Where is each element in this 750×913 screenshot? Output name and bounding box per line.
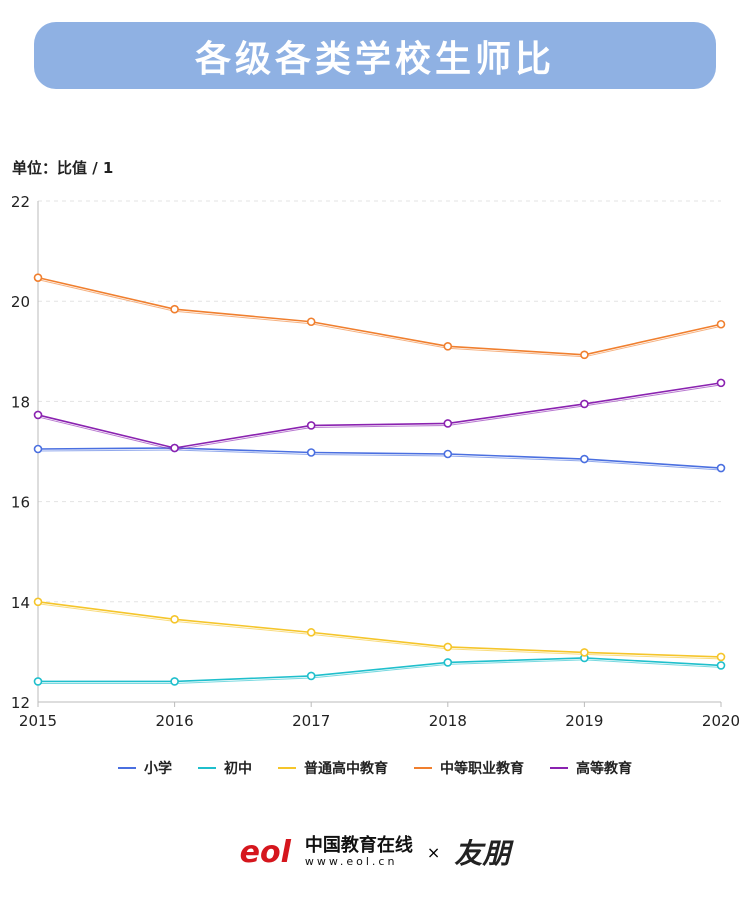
- series-line-sketch: [37, 449, 722, 471]
- y-tick-label: 18: [11, 393, 30, 411]
- data-point: [580, 350, 589, 360]
- data-point: [716, 319, 726, 329]
- legend-swatch: [414, 767, 432, 769]
- legend-item: 初中: [198, 758, 252, 778]
- x-tick-label: 2019: [565, 712, 603, 730]
- data-point: [170, 304, 179, 314]
- legend-item: 小学: [118, 758, 172, 778]
- y-tick-label: 16: [11, 494, 30, 512]
- data-point: [306, 448, 316, 457]
- site-name: 中国教育在线: [304, 835, 413, 857]
- legend-label: 高等教育: [576, 761, 632, 777]
- series-line-sketch: [37, 603, 722, 660]
- series-line-sketch: [37, 279, 722, 358]
- data-point: [443, 419, 453, 428]
- data-point: [33, 677, 43, 686]
- chart-title: 各级各类学校生师比: [194, 38, 555, 80]
- x-tick-label: 2017: [292, 712, 330, 730]
- data-point: [443, 642, 453, 652]
- x-tick-label: 2015: [19, 712, 57, 730]
- data-point: [443, 658, 453, 667]
- y-tick-label: 22: [11, 193, 30, 211]
- data-point: [580, 648, 589, 657]
- legend-swatch: [550, 767, 568, 769]
- series-line-初中: [38, 657, 722, 683]
- data-point: [716, 652, 726, 662]
- data-point: [306, 317, 316, 327]
- legend-item: 中等职业教育: [414, 758, 524, 778]
- y-tick-label: 14: [11, 594, 30, 612]
- data-point: [306, 671, 316, 681]
- data-point: [443, 449, 453, 459]
- data-point: [580, 454, 589, 464]
- series-line-中等职业教育: [37, 276, 722, 356]
- data-point: [33, 410, 43, 420]
- data-point: [580, 399, 589, 409]
- data-point: [716, 378, 726, 388]
- legend-swatch: [118, 767, 136, 769]
- series-line-sketch: [38, 659, 722, 684]
- series-line-sketch: [37, 384, 722, 451]
- unit-label: 单位：比值 / 1: [12, 159, 114, 177]
- legend-item: 高等教育: [550, 758, 632, 778]
- title-banner: 各级各类学校生师比: [34, 22, 716, 89]
- x-tick-label: 2018: [429, 712, 467, 730]
- line-chart: 12 14 16 18 20 22 2015 2016 2017 2018 2019 2020: [11, 193, 740, 730]
- times-sign: ×: [426, 842, 441, 862]
- footer: eol 中国教育在线 www.eol.cn × 友朋: [0, 832, 750, 872]
- series-line-小学: [37, 447, 722, 469]
- x-tick-label: 2016: [156, 712, 194, 730]
- data-point: [443, 341, 453, 351]
- y-tick-label: 12: [11, 694, 30, 712]
- legend-swatch: [198, 767, 216, 769]
- data-point: [170, 677, 179, 686]
- data-point: [716, 661, 726, 670]
- data-point: [306, 421, 316, 430]
- legend-label: 小学: [144, 761, 172, 777]
- data-point: [33, 444, 43, 454]
- series-line-高等教育: [37, 382, 722, 449]
- data-point: [170, 443, 179, 453]
- series-line-普通高中教育: [37, 601, 722, 658]
- legend-label: 普通高中教育: [304, 761, 388, 777]
- legend-label: 初中: [224, 761, 252, 777]
- legend-label: 中等职业教育: [440, 761, 524, 777]
- partner-logo: 友朋: [454, 837, 511, 870]
- data-point: [306, 628, 316, 637]
- data-point: [33, 273, 43, 282]
- legend-item: 普通高中教育: [278, 758, 388, 778]
- legend-swatch: [278, 767, 296, 769]
- data-point: [33, 597, 43, 607]
- legend: 小学 初中 普通高中教育 中等职业教育 高等教育: [0, 758, 750, 778]
- data-point: [170, 615, 179, 624]
- y-tick-label: 20: [11, 293, 30, 311]
- x-tick-label: 2020: [702, 712, 740, 730]
- eol-logo: eol: [239, 834, 291, 870]
- site-url: www.eol.cn: [304, 854, 398, 868]
- data-point: [716, 463, 726, 473]
